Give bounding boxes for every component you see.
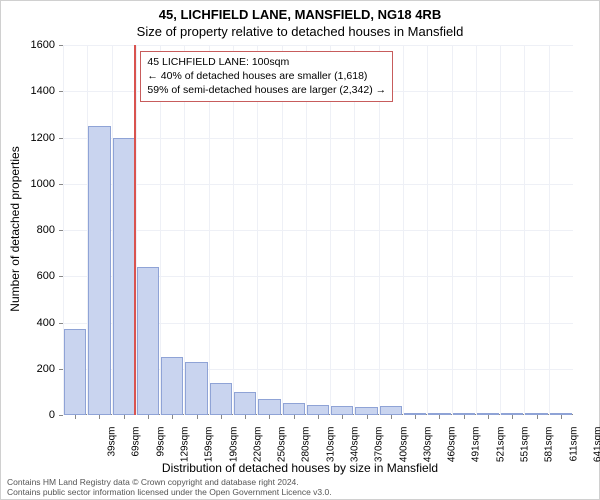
bar bbox=[210, 383, 232, 415]
x-tick bbox=[367, 415, 368, 419]
x-tick bbox=[221, 415, 222, 419]
x-tick bbox=[464, 415, 465, 419]
grid-line-h bbox=[63, 230, 573, 231]
x-tick-label: 491sqm bbox=[471, 427, 482, 467]
x-tick-label: 581sqm bbox=[544, 427, 555, 467]
x-tick bbox=[269, 415, 270, 419]
x-tick-label: 430sqm bbox=[422, 427, 433, 467]
bar bbox=[380, 406, 402, 415]
grid-line-v bbox=[452, 45, 453, 415]
attribution-line1: Contains HM Land Registry data © Crown c… bbox=[7, 477, 593, 487]
grid-line-h bbox=[63, 184, 573, 185]
x-tick-label: 250sqm bbox=[277, 427, 288, 467]
x-tick bbox=[75, 415, 76, 419]
x-tick-label: 39sqm bbox=[107, 427, 118, 467]
y-tick-label: 0 bbox=[15, 409, 55, 421]
x-tick-label: 69sqm bbox=[131, 427, 142, 467]
bar bbox=[331, 406, 353, 415]
grid-line-v bbox=[476, 45, 477, 415]
grid-line-v bbox=[427, 45, 428, 415]
x-tick bbox=[415, 415, 416, 419]
x-tick bbox=[318, 415, 319, 419]
x-tick-label: 611sqm bbox=[568, 427, 579, 467]
y-tick-label: 400 bbox=[15, 317, 55, 329]
bar bbox=[161, 357, 183, 415]
x-tick bbox=[99, 415, 100, 419]
bar bbox=[307, 405, 329, 415]
y-tick-label: 1000 bbox=[15, 178, 55, 190]
x-tick bbox=[488, 415, 489, 419]
y-tick-label: 1200 bbox=[15, 132, 55, 144]
bar bbox=[185, 362, 207, 415]
grid-line-v bbox=[403, 45, 404, 415]
x-tick-label: 159sqm bbox=[204, 427, 215, 467]
y-tick-label: 600 bbox=[15, 270, 55, 282]
attribution: Contains HM Land Registry data © Crown c… bbox=[7, 477, 593, 497]
bar bbox=[234, 392, 256, 415]
bar bbox=[88, 126, 110, 415]
x-tick bbox=[294, 415, 295, 419]
bar bbox=[137, 267, 159, 415]
x-tick bbox=[537, 415, 538, 419]
x-tick bbox=[439, 415, 440, 419]
x-tick-label: 190sqm bbox=[228, 427, 239, 467]
bar bbox=[113, 138, 135, 416]
x-tick bbox=[391, 415, 392, 419]
x-tick-label: 460sqm bbox=[447, 427, 458, 467]
grid-line-v bbox=[500, 45, 501, 415]
attribution-line2: Contains public sector information licen… bbox=[7, 487, 593, 497]
x-tick bbox=[342, 415, 343, 419]
x-tick bbox=[148, 415, 149, 419]
bar bbox=[283, 403, 305, 415]
grid-line-h bbox=[63, 138, 573, 139]
y-tick-label: 1600 bbox=[15, 39, 55, 51]
x-tick-label: 551sqm bbox=[520, 427, 531, 467]
x-tick-label: 641sqm bbox=[592, 427, 600, 467]
x-tick-label: 99sqm bbox=[155, 427, 166, 467]
x-tick-label: 220sqm bbox=[252, 427, 263, 467]
y-tick-label: 800 bbox=[15, 224, 55, 236]
x-tick bbox=[561, 415, 562, 419]
bar bbox=[64, 329, 86, 415]
grid-line-v bbox=[549, 45, 550, 415]
x-tick bbox=[124, 415, 125, 419]
x-tick bbox=[197, 415, 198, 419]
x-tick-label: 280sqm bbox=[301, 427, 312, 467]
grid-line-v bbox=[524, 45, 525, 415]
x-tick-label: 370sqm bbox=[374, 427, 385, 467]
x-tick bbox=[245, 415, 246, 419]
annotation-line3: 59% of semi-detached houses are larger (… bbox=[147, 83, 386, 97]
grid-line-h bbox=[63, 45, 573, 46]
x-tick-label: 400sqm bbox=[398, 427, 409, 467]
title-description: Size of property relative to detached ho… bbox=[1, 24, 599, 39]
y-tick-label: 200 bbox=[15, 363, 55, 375]
x-tick-label: 521sqm bbox=[495, 427, 506, 467]
chart-container: 45, LICHFIELD LANE, MANSFIELD, NG18 4RB … bbox=[0, 0, 600, 500]
x-tick bbox=[512, 415, 513, 419]
x-tick-label: 340sqm bbox=[350, 427, 361, 467]
x-tick bbox=[172, 415, 173, 419]
y-tick-label: 1400 bbox=[15, 85, 55, 97]
title-address: 45, LICHFIELD LANE, MANSFIELD, NG18 4RB bbox=[1, 7, 599, 22]
marker-line bbox=[134, 45, 136, 415]
annotation-line1: 45 LICHFIELD LANE: 100sqm bbox=[147, 55, 386, 69]
annotation-line2: ← 40% of detached houses are smaller (1,… bbox=[147, 69, 386, 83]
y-tick bbox=[59, 415, 63, 416]
bar bbox=[355, 407, 377, 415]
bar bbox=[258, 399, 280, 415]
x-tick-label: 310sqm bbox=[325, 427, 336, 467]
x-tick-label: 129sqm bbox=[180, 427, 191, 467]
annotation-box: 45 LICHFIELD LANE: 100sqm← 40% of detach… bbox=[140, 51, 393, 102]
